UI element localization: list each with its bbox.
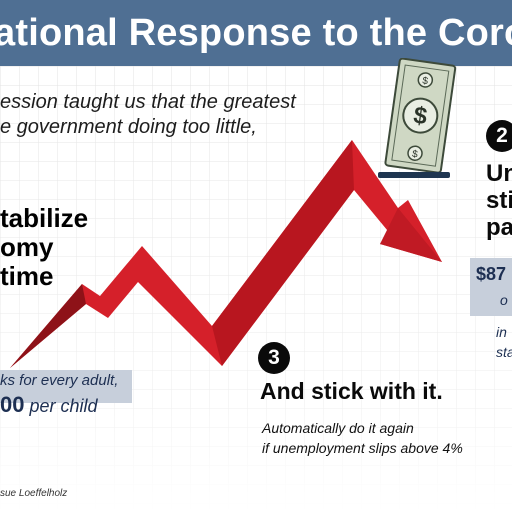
dollar-bill-icon: $ $ $	[378, 58, 457, 178]
step2-note-line-2: sta	[496, 344, 512, 360]
step2-heading-line-1: Un	[486, 160, 512, 187]
page-title: ational Response to the Coronav	[0, 12, 512, 54]
step3-badge: 3	[258, 342, 290, 374]
artist-credit: sue Loeffelholz	[0, 488, 68, 499]
step1-box-line-2: 00 per child	[0, 392, 98, 418]
step1-heading-line-3: time	[0, 261, 54, 291]
step2-badge: 2	[486, 120, 512, 152]
svg-text:$: $	[412, 102, 430, 131]
step3-heading: And stick with it.	[260, 378, 443, 404]
step2-box-amount: $87	[476, 264, 507, 284]
step1-box-line-1: ks for every adult,	[0, 372, 119, 389]
step2-note-line-1: in	[496, 324, 507, 340]
step1-heading-line-2: omy	[0, 232, 54, 262]
svg-text:$: $	[422, 76, 429, 88]
step2-heading: Un sti pa	[486, 160, 512, 241]
step3-desc-line-2: if unemployment slips above 4%	[262, 440, 463, 456]
step2-heading-line-2: sti	[486, 187, 512, 214]
intro-line-2: e government doing too little,	[0, 116, 257, 138]
step3-desc-line-1: Automatically do it again	[262, 420, 414, 436]
step2-note: in sta	[496, 322, 512, 362]
step1-heading: tabilize omy time	[0, 204, 88, 291]
intro-text: ession taught us that the greatest e gov…	[0, 90, 296, 140]
step2-info-box	[470, 258, 512, 316]
step2-box-sub: o	[500, 292, 508, 308]
step1-box-amount: 00	[0, 392, 25, 417]
intro-line-1: ession taught us that the greatest	[0, 91, 296, 113]
step1-info-box	[0, 370, 132, 403]
title-banner: ational Response to the Coronav	[0, 0, 512, 66]
svg-text:$: $	[411, 149, 418, 161]
step2-heading-line-3: pa	[486, 214, 512, 241]
step1-heading-line-1: tabilize	[0, 203, 89, 233]
step3-description: Automatically do it again if unemploymen…	[262, 418, 463, 458]
step1-box-rest: per child	[24, 396, 98, 416]
